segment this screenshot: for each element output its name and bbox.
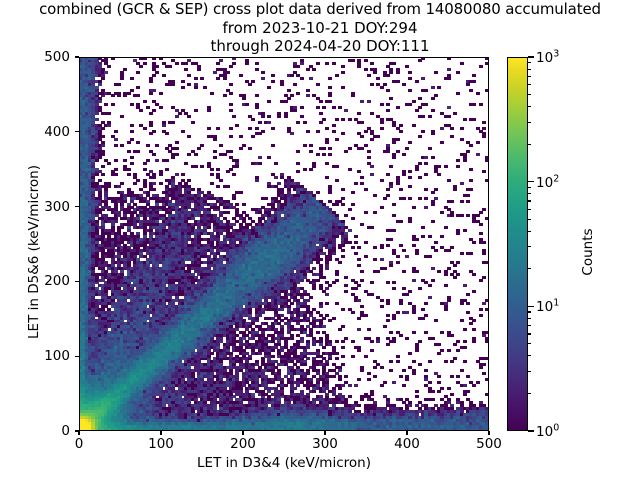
colorbar-minor-tick (528, 218, 532, 220)
colorbar-tick-label: 103 (536, 48, 560, 66)
colorbar-minor-tick (528, 75, 532, 77)
colorbar-minor-tick (528, 392, 532, 394)
colorbar-minor-tick (528, 121, 532, 123)
y-tick-label: 0 (61, 423, 70, 439)
y-tick-mark (75, 206, 79, 208)
x-tick-mark (242, 431, 244, 435)
y-tick-label: 200 (44, 273, 70, 290)
figure-title: combined (GCR & SEP) cross plot data der… (0, 0, 640, 56)
colorbar-tick-mark (528, 305, 534, 307)
colorbar-tick-mark (528, 430, 534, 432)
y-tick-label: 400 (44, 123, 70, 140)
x-tick-label: 0 (74, 436, 84, 452)
colorbar-tick-label: 100 (536, 422, 560, 440)
title-line-2: from 2023-10-21 DOY:294 (222, 18, 418, 37)
y-tick-label: 500 (44, 49, 70, 65)
colorbar-minor-tick (528, 268, 532, 270)
y-tick-mark (75, 280, 79, 282)
colorbar-minor-tick (528, 311, 532, 313)
title-line-3: through 2024-04-20 DOY:111 (210, 37, 430, 55)
x-tick-label: 100 (148, 436, 174, 452)
colorbar-minor-tick (528, 93, 532, 96)
colorbar-minor-tick (528, 246, 532, 248)
colorbar-minor-tick (528, 68, 532, 70)
colorbar-minor-tick (528, 186, 532, 188)
colorbar-minor-tick (528, 230, 532, 232)
title-line-1: combined (GCR & SEP) cross plot data der… (39, 0, 601, 18)
colorbar-minor-tick (528, 355, 532, 357)
colorbar-minor-tick (528, 143, 532, 145)
colorbar-tick-label: 102 (536, 172, 560, 191)
colorbar-minor-tick (528, 84, 532, 86)
colorbar-minor-tick (528, 62, 532, 64)
colorbar-title: Counts (580, 228, 596, 276)
colorbar-minor-tick (528, 325, 532, 327)
x-tick-label: 200 (230, 436, 256, 452)
x-axis-label: LET in D3&4 (keV/micron) (197, 455, 371, 471)
x-tick-mark (78, 431, 80, 435)
colorbar-tick-mark (528, 56, 534, 58)
x-tick-mark (406, 431, 408, 435)
y-axis-label: LET in D5&6 (keV/micron) (26, 165, 42, 339)
colorbar-minor-tick (528, 343, 532, 345)
colorbar-minor-tick (528, 333, 532, 335)
x-tick-label: 500 (476, 436, 502, 452)
x-tick-label: 400 (394, 436, 420, 452)
x-tick-mark (488, 431, 490, 435)
x-tick-label: 300 (312, 436, 338, 452)
colorbar-tick-label: 101 (536, 297, 560, 316)
x-tick-mark (324, 431, 326, 435)
scatter-heatmap-canvas (79, 57, 489, 431)
colorbar-minor-tick (528, 317, 532, 319)
colorbar-minor-tick (528, 193, 532, 195)
y-tick-label: 300 (44, 198, 70, 215)
colorbar-minor-tick (528, 208, 532, 210)
y-tick-mark (75, 56, 79, 58)
y-tick-mark (75, 430, 79, 432)
y-tick-label: 100 (44, 348, 70, 365)
colorbar-minor-tick (528, 370, 532, 373)
colorbar-tick-mark (528, 181, 534, 183)
colorbar-minor-tick (528, 200, 532, 202)
colorbar-minor-tick (528, 106, 532, 108)
y-tick-mark (75, 131, 79, 133)
y-tick-mark (75, 355, 79, 357)
x-tick-mark (160, 431, 162, 435)
colorbar-gradient (507, 57, 528, 431)
